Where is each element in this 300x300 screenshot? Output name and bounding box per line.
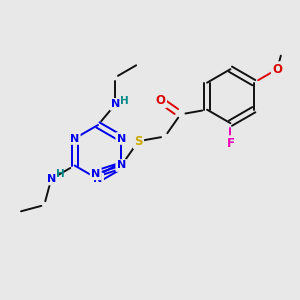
Text: N: N [46, 174, 56, 184]
Text: N: N [70, 134, 79, 143]
Text: H: H [56, 169, 64, 179]
Text: N: N [117, 160, 126, 170]
Text: N: N [93, 174, 103, 184]
Text: O: O [272, 63, 282, 76]
Text: N: N [117, 134, 126, 143]
Text: H: H [120, 96, 129, 106]
Text: N: N [111, 99, 120, 109]
Text: O: O [156, 94, 166, 107]
Text: N: N [91, 169, 100, 179]
Text: S: S [134, 135, 143, 148]
Text: F: F [226, 137, 235, 150]
